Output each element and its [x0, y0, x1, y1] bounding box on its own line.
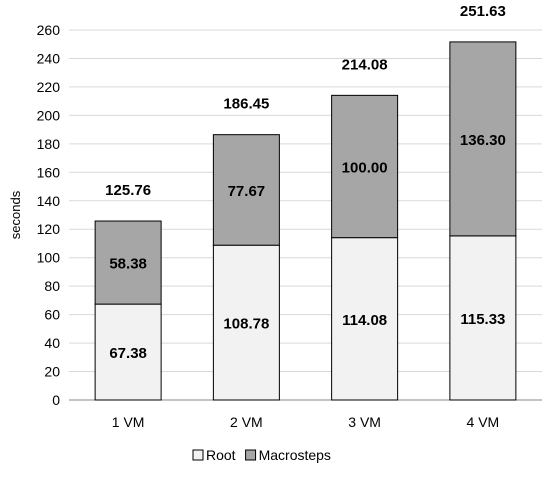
- legend: Root Macrosteps: [192, 447, 331, 463]
- segment-value-label: 100.00: [342, 160, 388, 177]
- segment-value-label: 77.67: [228, 183, 266, 200]
- bar-segment-macrosteps: [331, 94, 399, 239]
- x-axis-ticks: 1 VM 2 VM 3 VM 4 VM: [112, 414, 499, 430]
- bars: [94, 41, 517, 401]
- bar-segment-root: [449, 235, 517, 401]
- y-tick-label: 260: [37, 22, 61, 38]
- bar-segment-macrosteps: [94, 220, 162, 305]
- y-tick-label: 220: [37, 79, 61, 95]
- y-tick-label: 0: [52, 392, 60, 408]
- legend-swatch-macrosteps: [245, 449, 257, 461]
- data-labels: 67.38 58.38 125.76 108.78 77.67 186.45 114.08 1…: [105, 3, 506, 362]
- segment-value-label: 108.78: [223, 316, 269, 333]
- total-value-label: 186.45: [223, 96, 269, 113]
- segment-value-label: 136.30: [460, 132, 506, 149]
- segment-value-label: 67.38: [109, 345, 147, 362]
- x-tick-label: 3 VM: [348, 414, 381, 430]
- y-tick-label: 20: [44, 364, 60, 380]
- bar-segment-macrosteps: [212, 134, 280, 246]
- y-tick-label: 100: [37, 250, 61, 266]
- x-tick-label: 2 VM: [230, 414, 263, 430]
- segment-value-label: 115.33: [460, 311, 505, 328]
- x-tick-label: 4 VM: [467, 414, 500, 430]
- segment-value-label: 58.38: [109, 256, 147, 273]
- total-value-label: 251.63: [460, 3, 506, 20]
- y-tick-label: 60: [44, 307, 60, 323]
- y-tick-label: 240: [37, 50, 61, 66]
- y-tick-label: 180: [37, 136, 61, 152]
- total-value-label: 214.08: [342, 56, 388, 73]
- y-tick-label: 40: [44, 335, 60, 351]
- segment-value-label: 114.08: [342, 312, 387, 329]
- y-tick-label: 80: [44, 278, 60, 294]
- y-tick-label: 160: [37, 164, 61, 180]
- bar-segment-root: [212, 244, 280, 401]
- legend-label: Root: [206, 447, 236, 463]
- y-axis-title: seconds: [8, 190, 23, 239]
- y-axis-ticks: 0 20 40 60 80 100 120 140 160 180 200 220 240 260: [37, 22, 61, 408]
- y-tick-label: 120: [37, 221, 61, 237]
- bar-segment-root: [94, 303, 162, 401]
- bar-segment-root: [331, 237, 399, 401]
- legend-swatch-root: [192, 449, 204, 461]
- y-tick-label: 140: [37, 193, 61, 209]
- legend-label: Macrosteps: [259, 447, 331, 463]
- total-value-label: 125.76: [105, 182, 151, 199]
- y-tick-label: 200: [37, 107, 61, 123]
- bar-segment-macrosteps: [449, 41, 517, 237]
- x-tick-label: 1 VM: [112, 414, 145, 430]
